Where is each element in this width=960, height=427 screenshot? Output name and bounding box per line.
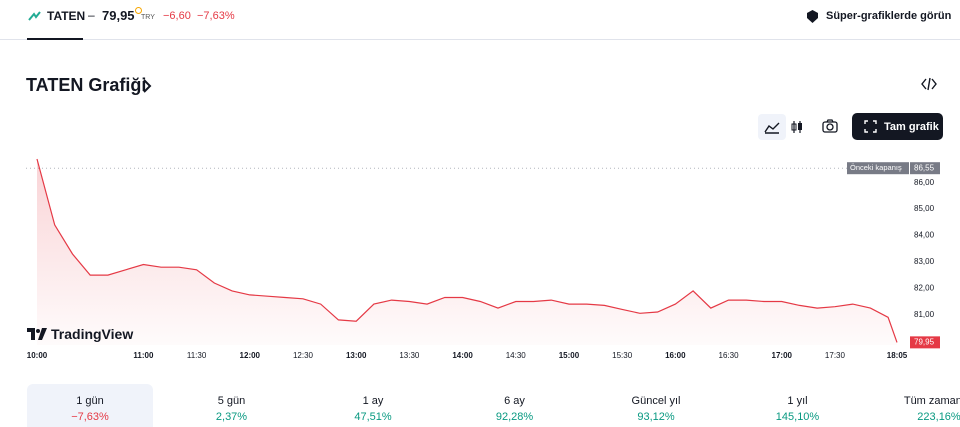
y-tick-label: 82,00 [914, 283, 935, 292]
ticker[interactable]: TATEN [47, 9, 86, 23]
period-change: 145,10% [775, 411, 820, 423]
x-tick-label: 14:30 [506, 351, 527, 360]
change-pct: −7,63% [197, 10, 235, 22]
line-chart-button[interactable] [758, 114, 786, 140]
heading-chevron [143, 79, 152, 93]
period-label: 1 yıl [787, 395, 808, 407]
x-tick-label: 14:00 [452, 351, 473, 360]
watermark-text: TradingView [51, 326, 134, 342]
x-tick-label: 15:00 [559, 351, 580, 360]
period-tab[interactable]: 1 gün −7,63% [27, 384, 153, 427]
divider [0, 39, 960, 40]
area [37, 159, 897, 345]
chart: Önceki kapanış 86,55 81,00 82,00 83,00 84,00 8… [26, 158, 940, 360]
period-change: 93,12% [637, 411, 675, 423]
tab-underline [27, 38, 83, 40]
x-tick-label: 11:30 [187, 351, 207, 360]
x-tick-label: 13:00 [346, 351, 367, 360]
x-tick-label: 18:05 [887, 351, 908, 360]
period-change: −7,63% [71, 411, 109, 423]
prev-close-value-bg [910, 162, 940, 175]
period-label: 1 gün [76, 395, 104, 407]
prev-close-label: Önceki kapanış [850, 163, 902, 172]
y-tick-label: 81,00 [914, 310, 935, 319]
x-tick-label: 13:30 [399, 351, 420, 360]
y-tick-label: 86,00 [914, 178, 935, 187]
period-tab[interactable]: 1 yıl 145,10% [735, 384, 861, 427]
y-tick-label: 84,00 [914, 231, 935, 240]
snapshot-button[interactable] [821, 117, 839, 135]
x-tick-label: 10:00 [27, 351, 48, 360]
period-change: 2,37% [215, 411, 248, 423]
status-dot [135, 7, 142, 14]
period-label: 5 gün [217, 395, 246, 407]
currency: TRY [141, 14, 155, 21]
last-price-label: 79,95 [914, 337, 935, 346]
candle-button[interactable] [789, 114, 805, 140]
x-tick-label: 12:00 [240, 351, 261, 360]
period-tab[interactable]: 6 ay 92,28% [452, 384, 578, 427]
period-change: 92,28% [495, 411, 534, 423]
price-line [36, 158, 898, 343]
last-price-tag [910, 336, 940, 349]
y-tick-label: 83,00 [914, 257, 935, 266]
x-tick-label: 16:30 [719, 351, 740, 360]
period-tab[interactable]: Güncel yıl 93,12% [593, 384, 719, 427]
period-change: 47,51% [354, 411, 392, 423]
x-tick-label: 15:30 [612, 351, 633, 360]
super-chart-icon [807, 10, 818, 23]
x-tick-label: 17:00 [772, 351, 793, 360]
x-tick-label: 16:00 [665, 351, 686, 360]
prev-close-value: 86,55 [914, 163, 935, 172]
separator: – [88, 8, 95, 22]
super-chart-link[interactable]: Süper-grafiklerde görün [826, 10, 952, 22]
x-tick-label: 11:00 [133, 351, 154, 360]
period-label: 1 ay [362, 395, 384, 407]
chart-heading[interactable]: TATEN Grafiği [26, 75, 147, 95]
full-chart-label: Tam grafik [884, 121, 939, 133]
period-change: 223,16% [917, 411, 960, 423]
x-tick-label: 17:30 [825, 351, 846, 360]
period-label: 6 ay [504, 395, 525, 407]
prev-close-tag [847, 162, 909, 175]
y-tick-label: 85,00 [914, 204, 935, 213]
period-label: Güncel yıl [631, 395, 681, 407]
period-label: Tüm zamanlar [903, 395, 960, 407]
period-tab[interactable]: Tüm zamanlar 223,16% [876, 384, 960, 427]
ticker-icon [28, 11, 41, 21]
period-tab[interactable]: 5 gün 2,37% [169, 384, 295, 427]
watermark: TradingView [27, 326, 133, 342]
full-chart-button[interactable]: Tam grafik [852, 113, 943, 140]
period-tab[interactable]: 1 ay 47,51% [310, 384, 436, 427]
price: 79,95 [102, 8, 135, 23]
change: −6,60 [163, 10, 191, 22]
embed-icon[interactable] [921, 77, 937, 91]
fullscreen-icon [864, 120, 877, 133]
x-tick-label: 12:30 [293, 351, 314, 360]
